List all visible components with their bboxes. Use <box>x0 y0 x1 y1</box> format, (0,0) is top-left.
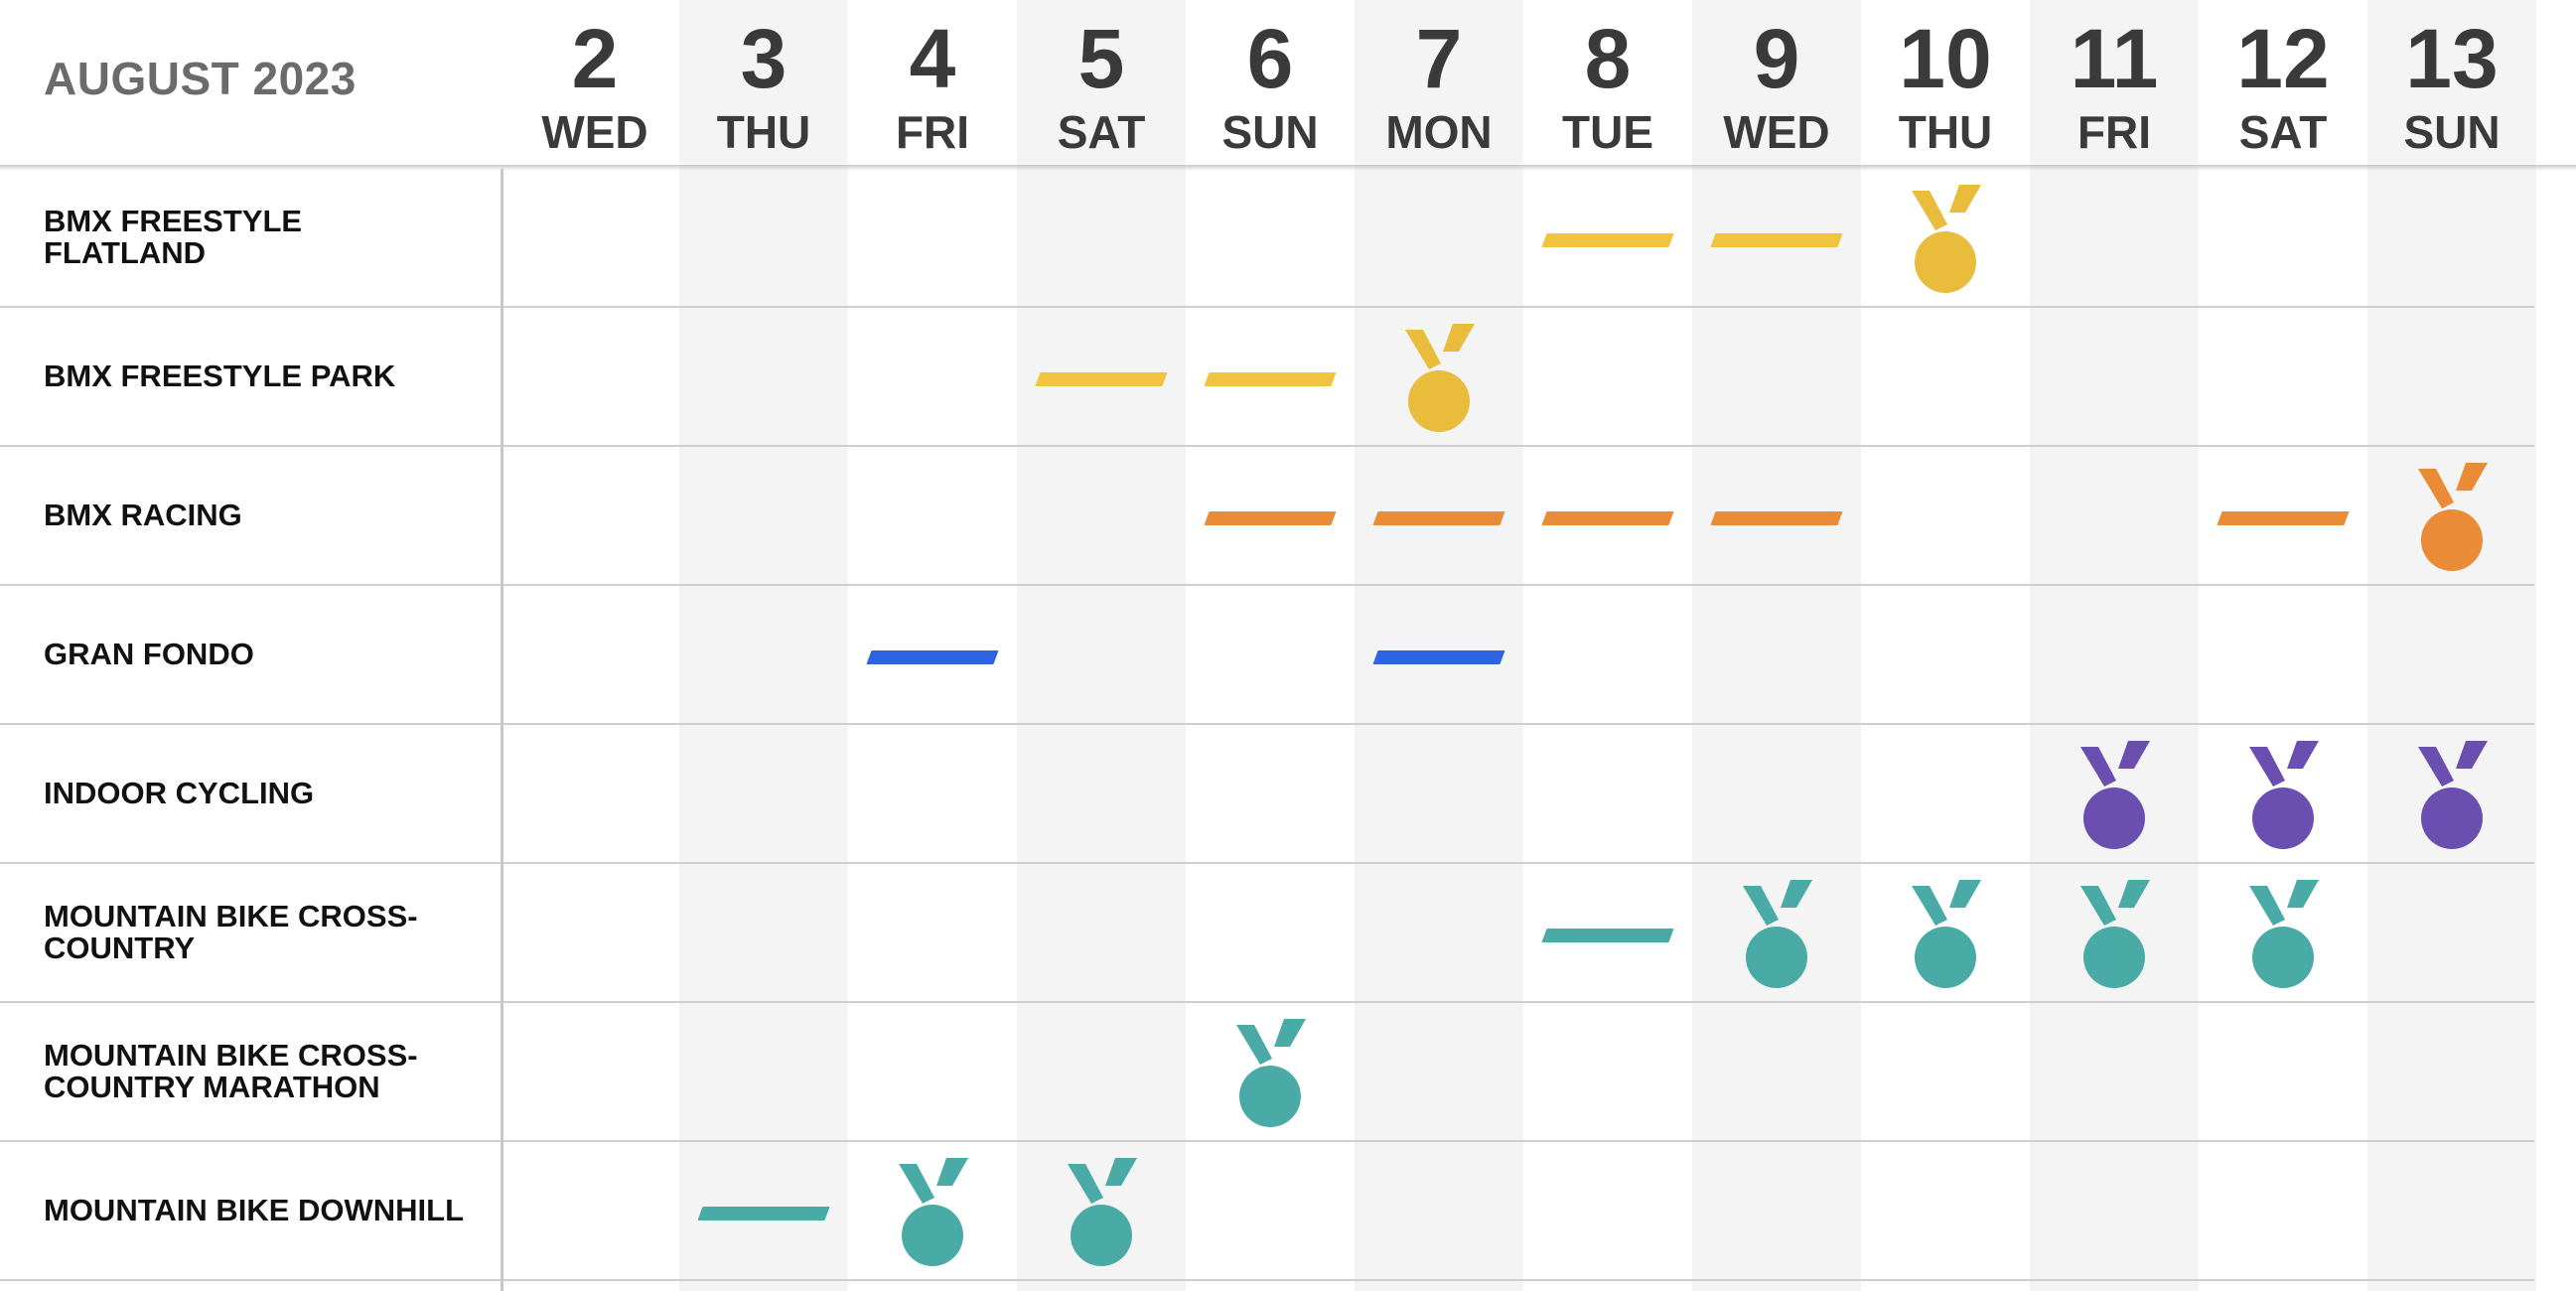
medal-icon <box>2080 741 2150 849</box>
day-weekday: THU <box>1898 106 1993 158</box>
day-header: 3 THU <box>679 10 848 157</box>
row-divider <box>0 584 2534 586</box>
day-number: 13 <box>2405 12 2499 105</box>
session-dash <box>1372 650 1505 664</box>
medal-icon <box>2080 880 2150 988</box>
day-weekday: SUN <box>1221 106 1319 158</box>
day-weekday: SAT <box>2238 106 2328 158</box>
row-divider <box>0 1140 2534 1142</box>
day-number: 7 <box>1415 12 1463 105</box>
row-divider <box>0 723 2534 725</box>
day-header: 9 WED <box>1692 10 1861 157</box>
day-number: 5 <box>1077 12 1125 105</box>
label-column-divider <box>501 169 503 1291</box>
day-weekday: THU <box>716 106 811 158</box>
day-weekday: FRI <box>2076 106 2152 158</box>
day-weekday: MON <box>1385 106 1493 158</box>
session-dash <box>1541 511 1674 525</box>
row-divider <box>0 1001 2534 1003</box>
session-dash <box>1035 372 1168 386</box>
medal-icon <box>1912 880 1981 988</box>
medal-icon <box>2418 463 2488 571</box>
event-name: GRAN FONDO <box>44 637 254 671</box>
day-number: 8 <box>1584 12 1632 105</box>
event-name: BMX RACING <box>44 498 242 532</box>
event-name: INDOOR CYCLING <box>44 776 315 810</box>
medal-icon <box>1068 1158 1137 1266</box>
day-header: 4 FRI <box>848 10 1017 157</box>
day-column-band <box>2367 0 2536 1291</box>
day-header: 11 FRI <box>2030 10 2199 157</box>
session-dash <box>1710 233 1843 247</box>
day-header: 2 WED <box>510 10 679 157</box>
medal-icon <box>1912 185 1981 293</box>
row-divider <box>0 445 2534 447</box>
day-number: 6 <box>1246 12 1294 105</box>
day-weekday: FRI <box>895 106 970 158</box>
medal-icon <box>2249 880 2319 988</box>
day-header: 13 SUN <box>2367 10 2536 157</box>
day-number: 10 <box>1899 12 1992 105</box>
session-dash <box>697 1207 830 1220</box>
day-header: 5 SAT <box>1017 10 1186 157</box>
session-dash <box>1541 233 1674 247</box>
month-title: AUGUST 2023 <box>44 53 357 104</box>
day-number: 9 <box>1753 12 1800 105</box>
medal-icon <box>1743 880 1812 988</box>
session-dash <box>1710 511 1843 525</box>
day-number: 2 <box>571 12 619 105</box>
day-number: 4 <box>909 12 956 105</box>
calendar-header: AUGUST 2023 2 WED 3 THU 4 FRI 5 SAT 6 SUN 7 MON 8 TUE… <box>0 0 2576 167</box>
medal-icon <box>1236 1019 1306 1127</box>
header-divider <box>0 165 2576 171</box>
row-divider <box>0 306 2534 308</box>
day-column-band <box>1692 0 1861 1291</box>
session-dash <box>1204 372 1337 386</box>
session-dash <box>2217 511 2350 525</box>
day-column-band <box>2030 0 2199 1291</box>
medal-icon <box>2418 741 2488 849</box>
day-weekday: TUE <box>1562 106 1653 158</box>
day-weekday: SUN <box>2403 106 2501 158</box>
medal-icon <box>899 1158 968 1266</box>
event-name: MOUNTAIN BIKE CROSS-COUNTRY MARATHON <box>44 1038 418 1104</box>
day-header: 12 SAT <box>2199 10 2367 157</box>
day-weekday: SAT <box>1057 106 1146 158</box>
medal-icon <box>1405 324 1475 432</box>
day-header: 7 MON <box>1355 10 1523 157</box>
day-column-band <box>679 0 848 1291</box>
session-dash <box>866 650 999 664</box>
day-column-band <box>1355 0 1523 1291</box>
session-dash <box>1372 511 1505 525</box>
row-divider <box>0 862 2534 864</box>
event-name: BMX FREESTYLE FLATLAND <box>44 204 303 270</box>
day-header: 8 TUE <box>1523 10 1692 157</box>
row-divider <box>0 1279 2534 1281</box>
day-weekday: WED <box>541 106 648 158</box>
day-header: 6 SUN <box>1186 10 1355 157</box>
session-dash <box>1541 929 1674 942</box>
event-name: MOUNTAIN BIKE DOWNHILL <box>44 1193 465 1227</box>
session-dash <box>1204 511 1337 525</box>
day-header: 10 THU <box>1861 10 2030 157</box>
day-number: 3 <box>740 12 787 105</box>
day-number: 12 <box>2236 12 2330 105</box>
day-column-band <box>1017 0 1186 1291</box>
day-weekday: WED <box>1723 106 1830 158</box>
day-number: 11 <box>2070 12 2159 105</box>
medal-icon <box>2249 741 2319 849</box>
event-name: MOUNTAIN BIKE CROSS-COUNTRY <box>44 899 418 965</box>
event-name: BMX FREESTYLE PARK <box>44 359 396 393</box>
